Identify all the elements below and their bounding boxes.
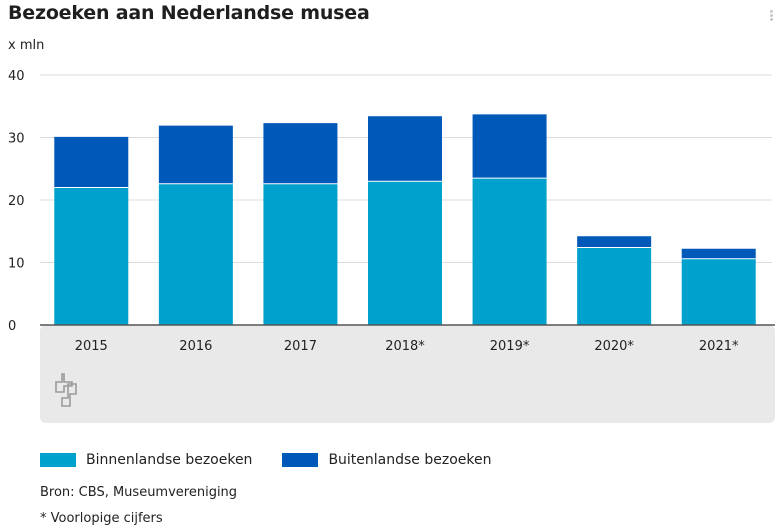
y-tick-label: 30 [8,132,25,147]
source-note: Bron: CBS, Museumvereniging [40,485,238,500]
bar-binnenlandse [681,258,756,325]
bar-buitenlandse [263,123,338,184]
chart-title: Bezoeken aan Nederlandse musea [8,2,370,24]
bar-buitenlandse [368,116,442,182]
y-tick-label: 20 [8,194,25,209]
legend-label-binnenlandse: Binnenlandse bezoeken [86,452,253,468]
x-tick-label: 2018* [385,339,425,354]
y-tick-label: 10 [8,257,25,272]
bar-buitenlandse [577,236,652,248]
bar-binnenlandse [263,183,338,325]
more-vertical-icon[interactable] [767,10,777,22]
x-axis-panel [40,325,775,423]
cbs-logo-shape [55,373,77,407]
bars [54,114,756,325]
bar-binnenlandse [368,181,442,325]
bar-binnenlandse [158,183,233,325]
legend-label-buitenlandse: Buitenlandse bezoeken [328,452,492,468]
x-tick-label: 2019* [490,339,530,354]
x-tick-label: 2021* [699,339,739,354]
x-tick-label: 2020* [594,339,634,354]
legend-swatch-binnenlandse [40,453,76,467]
footnote: * Voorlopige cijfers [40,511,163,526]
bar-binnenlandse [472,178,547,325]
y-tick-label: 0 [8,319,16,334]
bar-buitenlandse [681,248,756,259]
x-axis-ticks: 2015 2016 2017 2018* 2019* 2020* 2021* [75,339,739,354]
bar-binnenlandse [577,247,652,325]
bar-binnenlandse [54,187,129,325]
y-axis-unit-label: x mln [8,38,45,53]
y-axis-ticks: 0 10 20 30 40 [8,69,25,334]
x-tick-label: 2015 [75,339,108,354]
bar-buitenlandse [54,136,129,188]
x-tick-label: 2017 [284,339,317,354]
legend-item-buitenlandse: Buitenlandse bezoeken [282,452,492,468]
legend-item-binnenlandse: Binnenlandse bezoeken [40,452,252,468]
x-tick-label: 2016 [179,339,212,354]
legend-swatch-buitenlandse [282,453,319,467]
bar-buitenlandse [158,125,233,184]
y-tick-label: 40 [8,69,25,84]
bar-buitenlandse [472,114,547,179]
cbs-logo-icon [55,373,77,407]
legend: Binnenlandse bezoeken Buitenlandse bezoe… [40,452,522,468]
